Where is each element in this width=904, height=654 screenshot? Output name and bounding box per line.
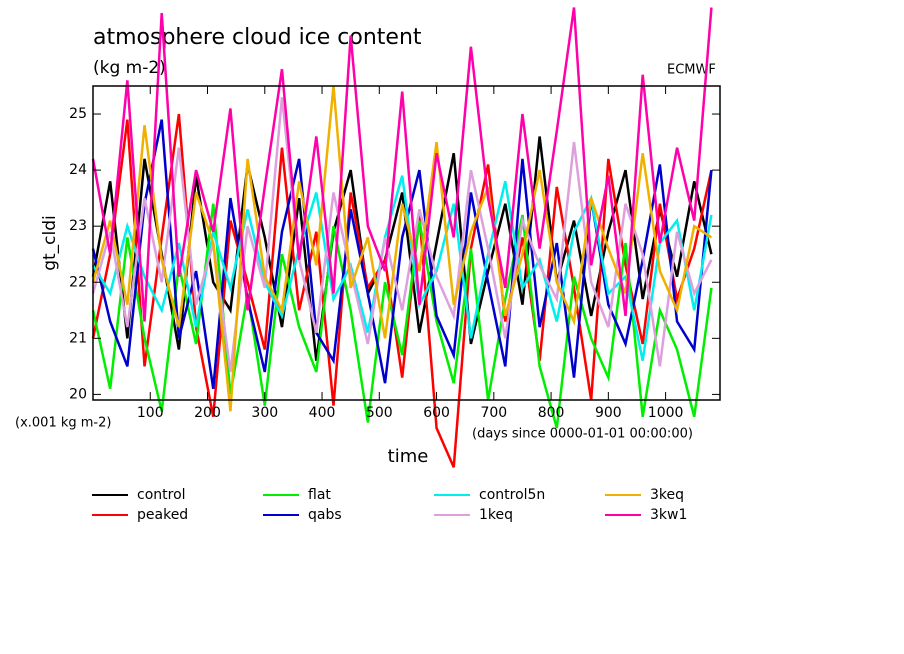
x-tick-label: 800 <box>538 405 565 421</box>
series-line <box>91 85 713 412</box>
chart-subtitle: (kg m-2) <box>93 58 166 78</box>
source-label: ECMWF <box>667 63 716 78</box>
legend-label: peaked <box>137 507 188 523</box>
series-line <box>91 203 713 429</box>
x-unit-label: (days since 0000-01-01 00:00:00) <box>472 427 693 442</box>
chart-title: atmosphere cloud ice content <box>93 25 422 50</box>
x-tick-label: 500 <box>366 405 393 421</box>
x-tick-label: 1000 <box>648 405 684 421</box>
legend-label: control <box>137 487 186 503</box>
x-tick-label: 100 <box>137 405 164 421</box>
x-axis-label: time <box>388 446 429 467</box>
y-tick-label: 23 <box>69 218 87 234</box>
plot-frame <box>92 85 721 401</box>
series-line <box>91 175 713 362</box>
y-tick-label: 25 <box>69 106 87 122</box>
legend-label: qabs <box>308 507 342 523</box>
x-tick-label: 200 <box>194 405 221 421</box>
y-tick-label: 22 <box>69 274 87 290</box>
series-line <box>91 97 713 373</box>
x-tick-label: 900 <box>595 405 622 421</box>
legend-label: 1keq <box>479 507 513 523</box>
legend-label: 3kw1 <box>650 507 687 523</box>
series-line <box>91 7 713 322</box>
x-tick-label: 700 <box>480 405 507 421</box>
y-tick-label: 24 <box>69 162 87 178</box>
y-unit-label: (x.001 kg m-2) <box>15 416 111 431</box>
x-tick-label: 400 <box>309 405 336 421</box>
x-tick-label: 300 <box>251 405 278 421</box>
series-line <box>91 119 713 389</box>
y-tick-label: 20 <box>69 386 87 402</box>
legend-label: control5n <box>479 487 545 503</box>
y-tick-label: 21 <box>69 330 87 346</box>
legend-label: 3keq <box>650 487 684 503</box>
legend-label: flat <box>308 487 331 503</box>
x-tick-label: 600 <box>423 405 450 421</box>
y-axis-label: gt_cldi <box>40 215 60 271</box>
